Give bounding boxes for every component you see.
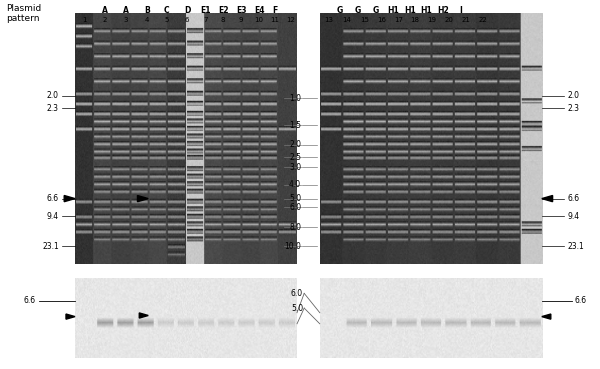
Text: G: G: [337, 6, 343, 14]
Text: H1: H1: [387, 6, 399, 14]
Text: H2: H2: [437, 6, 449, 14]
Polygon shape: [542, 314, 551, 319]
Text: B: B: [144, 6, 150, 14]
Text: 15: 15: [361, 17, 369, 23]
Text: 10: 10: [254, 17, 264, 23]
Text: 8: 8: [221, 17, 226, 23]
Text: 5.0: 5.0: [291, 304, 303, 313]
Text: 19: 19: [427, 17, 437, 23]
Text: 6.6: 6.6: [47, 194, 59, 203]
Text: 23.1: 23.1: [567, 242, 584, 251]
Text: 1: 1: [82, 17, 86, 23]
Text: 23.1: 23.1: [42, 242, 59, 251]
Text: G: G: [373, 6, 379, 14]
Text: I: I: [459, 6, 461, 14]
Text: 6.6: 6.6: [575, 296, 587, 305]
Polygon shape: [66, 314, 75, 319]
Text: 11: 11: [271, 17, 280, 23]
Text: E2: E2: [218, 6, 229, 14]
Text: 4: 4: [145, 17, 149, 23]
Text: H1: H1: [404, 6, 416, 14]
Text: 18: 18: [410, 17, 420, 23]
Text: 3.0: 3.0: [289, 163, 301, 172]
Polygon shape: [139, 313, 148, 318]
Text: 1.5: 1.5: [289, 121, 301, 130]
Text: 12: 12: [286, 17, 295, 23]
Text: 5: 5: [164, 17, 169, 23]
Text: D: D: [184, 6, 190, 14]
Text: 5.0: 5.0: [289, 194, 301, 203]
Text: A: A: [123, 6, 129, 14]
Text: G: G: [355, 6, 361, 14]
Text: 2.0: 2.0: [567, 91, 579, 100]
Text: 2.3: 2.3: [47, 104, 59, 113]
Text: 6.0: 6.0: [291, 289, 303, 298]
Text: 9.4: 9.4: [47, 212, 59, 221]
Text: F: F: [272, 6, 277, 14]
Polygon shape: [542, 196, 553, 202]
Text: 13: 13: [325, 17, 334, 23]
Text: 2.0: 2.0: [47, 91, 59, 100]
Text: 4.0: 4.0: [289, 180, 301, 189]
Text: E1: E1: [200, 6, 211, 14]
Text: 20: 20: [445, 17, 453, 23]
Text: 2.5: 2.5: [289, 153, 301, 162]
Text: 21: 21: [461, 17, 470, 23]
Text: 14: 14: [343, 17, 351, 23]
Text: A: A: [102, 6, 108, 14]
Text: 17: 17: [394, 17, 403, 23]
Text: 10.0: 10.0: [284, 242, 301, 251]
Text: 6.6: 6.6: [24, 296, 36, 305]
Text: Plasmid
pattern: Plasmid pattern: [6, 4, 41, 23]
Text: 7: 7: [203, 17, 208, 23]
Text: 2.0: 2.0: [289, 140, 301, 149]
Text: 8.0: 8.0: [289, 223, 301, 232]
Text: 16: 16: [377, 17, 386, 23]
Text: 3: 3: [124, 17, 128, 23]
Text: E4: E4: [254, 6, 265, 14]
Text: 2.3: 2.3: [567, 104, 579, 113]
Text: 6: 6: [185, 17, 190, 23]
Text: 6.6: 6.6: [567, 194, 579, 203]
Text: E3: E3: [236, 6, 247, 14]
Text: H1: H1: [421, 6, 433, 14]
Polygon shape: [137, 196, 148, 202]
Polygon shape: [64, 196, 75, 202]
Text: 22: 22: [478, 17, 487, 23]
Text: 1.0: 1.0: [289, 94, 301, 103]
Text: 2: 2: [103, 17, 107, 23]
Text: 9.4: 9.4: [567, 212, 579, 221]
Text: C: C: [164, 6, 170, 14]
Text: 6.0: 6.0: [289, 203, 301, 212]
Text: 9: 9: [239, 17, 244, 23]
